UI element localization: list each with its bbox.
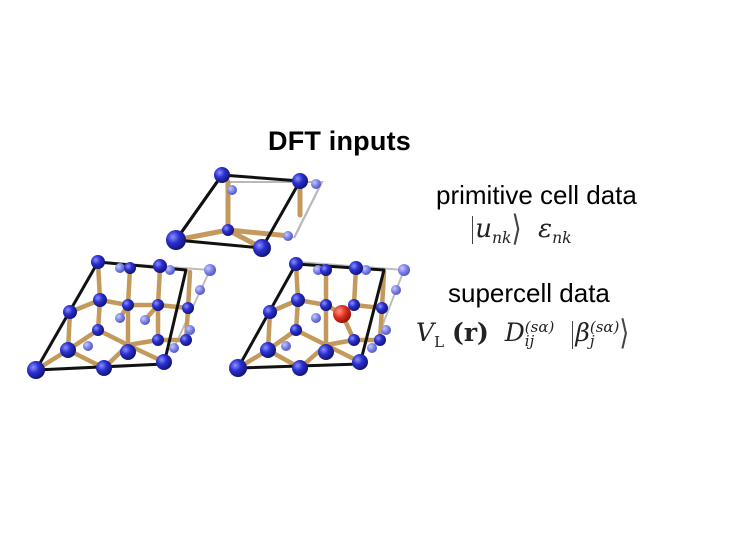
supercell-formula: VL (r) D (sα) ij β (sα) j ⟩ bbox=[416, 313, 629, 352]
beta-symbol: β bbox=[575, 318, 590, 347]
defect-supercell bbox=[229, 257, 410, 377]
beta-subscript: j bbox=[589, 331, 595, 350]
beta-superscript: (sα) bbox=[589, 318, 620, 336]
primitive-cell-formula: unk⟩ εnk bbox=[470, 209, 572, 249]
u-symbol: u bbox=[475, 214, 492, 244]
ket-angle: ⟩ bbox=[511, 208, 522, 250]
beta-ket-angle: ⟩ bbox=[619, 312, 630, 353]
epsilon-symbol: ε bbox=[538, 214, 553, 244]
v-subscript: L bbox=[434, 333, 445, 351]
primitive-cell-label: primitive cell data bbox=[436, 180, 637, 210]
u-subscript: nk bbox=[491, 229, 512, 248]
d-subscript: ij bbox=[524, 331, 535, 350]
supercell-label: supercell data bbox=[448, 278, 610, 308]
d-superscript: (sα) bbox=[524, 318, 555, 336]
pristine-supercell bbox=[27, 255, 216, 379]
v-symbol: V bbox=[416, 318, 435, 347]
primitive-cell bbox=[166, 167, 324, 257]
defect-atom bbox=[333, 305, 351, 323]
diagram-title: DFT inputs bbox=[268, 126, 411, 156]
epsilon-subscript: nk bbox=[552, 229, 572, 248]
d-symbol: D bbox=[504, 318, 525, 347]
v-argument: (r) bbox=[451, 318, 489, 347]
ket-bar bbox=[472, 216, 474, 244]
beta-ket-bar bbox=[572, 320, 574, 349]
